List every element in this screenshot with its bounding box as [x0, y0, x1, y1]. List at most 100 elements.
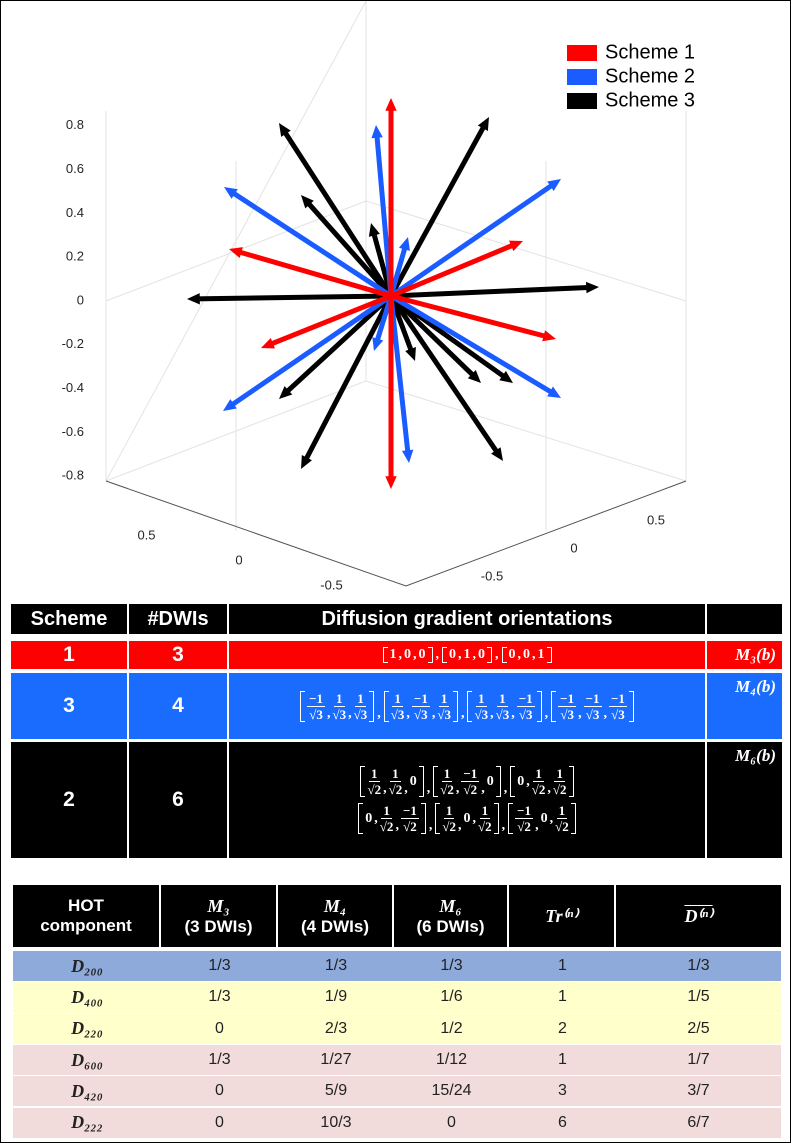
cell-text: D₂₂₂	[71, 1112, 103, 1133]
arrow-head	[398, 237, 410, 251]
component-text: 0	[478, 647, 485, 662]
table-cell: 1/27	[278, 1044, 394, 1077]
arrow-head	[368, 223, 380, 237]
matrix-cell: M₃(b)	[707, 641, 782, 669]
vector-wrap: 1√31√3−1√3	[467, 691, 551, 722]
cell-text: 0	[447, 1113, 456, 1131]
table-cell: 2/5	[616, 1013, 781, 1045]
legend-swatch	[567, 93, 597, 109]
header-cell: M₆ (6 DWIs)	[394, 885, 507, 947]
arrow-shaft	[390, 284, 592, 299]
cell-text: 2/3	[324, 1019, 348, 1037]
fraction: 1 √3	[354, 691, 368, 722]
dwis-cell: 3	[129, 641, 227, 669]
header-cell	[707, 604, 782, 634]
arrow-head	[279, 123, 291, 137]
table-cell: D₂₂₂	[13, 1107, 161, 1139]
table-cell: 1/6	[394, 982, 509, 1014]
arrow-head	[371, 125, 383, 139]
vector: 1√31√3−1√3	[467, 691, 541, 722]
fraction: −1 √3	[307, 691, 325, 722]
header-text: M₄	[323, 895, 347, 916]
table-cell: 1/3	[161, 1044, 278, 1077]
dwis: 4	[172, 694, 184, 717]
arrow-shaft	[267, 293, 392, 348]
denominator: √3	[611, 706, 625, 722]
numerator: −1	[307, 690, 325, 707]
table-cell: D₆₀₀	[13, 1044, 161, 1077]
component-text: 0	[404, 647, 411, 662]
table-cell: 2	[509, 1013, 616, 1045]
table-cell: D₂₀₀	[13, 951, 161, 983]
denominator: √2	[463, 782, 478, 797]
fraction: 1 √2	[442, 803, 456, 834]
vector-wrap: 1√2−1√20	[433, 766, 510, 797]
arrow-head	[509, 240, 523, 252]
component: −1 √2	[400, 803, 419, 834]
vector-wrap: 1√21√20	[360, 766, 433, 797]
arrow-shaft	[229, 189, 393, 299]
numerator: 1	[438, 690, 450, 707]
header-cell: HOT component	[13, 885, 159, 947]
component: 1 √3	[391, 691, 412, 722]
legend-swatch	[567, 45, 597, 61]
component: 0	[419, 647, 426, 663]
numerator: 1	[533, 766, 544, 782]
cell-text: 1	[558, 957, 567, 975]
table-cell: 3/7	[616, 1076, 781, 1108]
table-cell: 1/3	[616, 951, 781, 983]
vector: 01√21√2	[510, 766, 573, 797]
scheme: 2	[63, 788, 75, 811]
cell-text: D₄₀₀	[71, 986, 103, 1007]
header-text: component	[40, 916, 132, 935]
dwis: 6	[172, 788, 184, 811]
plot: 0.8 0.6 0.4 0.2 0 -0.2 -0.4 -0.6 -0.8 0.5 0 -0.5 0.5…	[62, 1, 695, 592]
vector-wrap: 100	[383, 647, 443, 663]
component: 1 √2	[532, 766, 553, 797]
cell-text: 1/3	[687, 957, 710, 975]
vector: −1√3 1√3 1√3	[300, 691, 374, 722]
numerator: −1	[516, 690, 535, 707]
component: 0	[509, 647, 524, 663]
cell-text: D₂₂₀	[71, 1018, 103, 1039]
orientation-line: −1√31√31√31√3−1√31√31√31√3−1√3−1√3−1√3−1…	[300, 691, 634, 722]
cell-text: 0	[215, 1113, 224, 1131]
arrow-head	[301, 195, 314, 209]
table-cell: 15/24	[394, 1076, 509, 1108]
component: 0	[464, 811, 479, 827]
numerator: −1	[515, 803, 534, 819]
denominator: √2	[478, 819, 492, 834]
scheme: 1	[63, 643, 75, 666]
fraction: 1 √3	[332, 691, 346, 722]
cell-text: 1	[558, 988, 567, 1006]
vector: 001	[502, 647, 552, 663]
arrow-shaft	[388, 122, 488, 298]
table-cell: 1/2	[394, 1013, 509, 1045]
component: 0	[449, 647, 464, 663]
cell-text: 1/3	[208, 988, 231, 1006]
cell-text: 3/7	[687, 1082, 710, 1100]
component: −1 √3	[583, 691, 609, 722]
arrow-head	[279, 386, 293, 399]
table-cell: 0	[161, 1107, 278, 1139]
table-cell: 1/3	[161, 951, 278, 983]
component: 1 √3	[437, 691, 451, 722]
fraction: 1 √2	[367, 766, 381, 797]
arrow-head	[542, 330, 556, 342]
numerator: 1	[355, 690, 366, 707]
arrow-shaft	[389, 293, 556, 397]
denominator: √3	[495, 706, 510, 722]
component: 0	[410, 774, 417, 790]
header-text: (6 DWIs)	[416, 916, 485, 936]
arrow-head	[401, 449, 414, 463]
denominator: √3	[518, 706, 533, 722]
numerator: −1	[411, 690, 430, 707]
numerator: 1	[554, 766, 565, 782]
arrow-head	[499, 370, 513, 383]
numerator: 1	[390, 766, 401, 782]
matrix-label: M₄(b)	[735, 677, 776, 696]
component-text: 0	[540, 810, 548, 826]
arrow-head	[187, 293, 200, 305]
vector: 1√3−1√31√3	[384, 691, 458, 722]
